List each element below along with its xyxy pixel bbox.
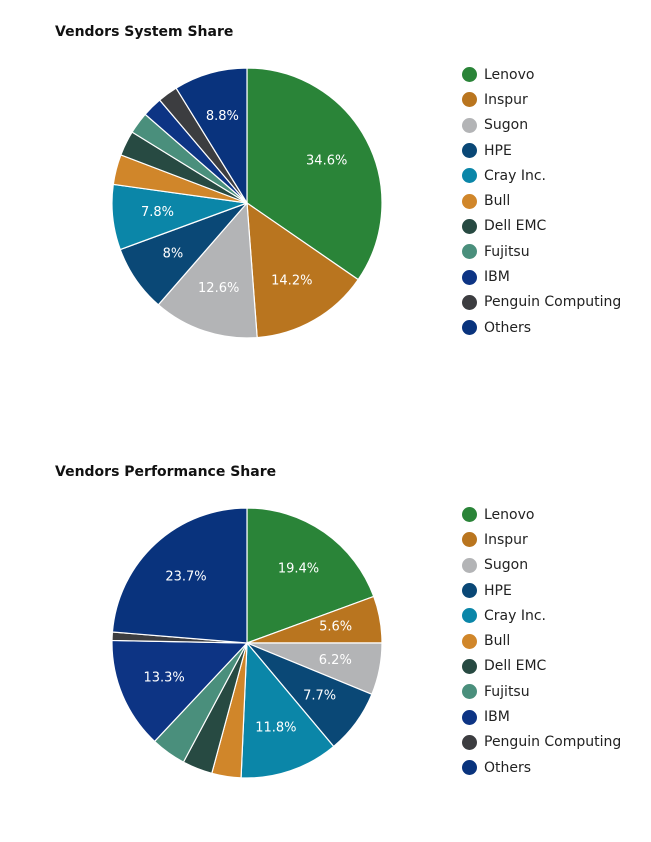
legend-label: Inspur bbox=[484, 91, 528, 108]
legend-swatch bbox=[462, 269, 477, 285]
legend-swatch bbox=[462, 117, 477, 133]
legend-label: Penguin Computing bbox=[484, 294, 622, 311]
legend-item-dell-emc: Dell EMC bbox=[462, 214, 621, 239]
legend-item-ibm: IBM bbox=[462, 264, 621, 289]
legend-label: Inspur bbox=[484, 531, 528, 548]
legend-swatch bbox=[462, 507, 477, 523]
legend-label: Penguin Computing bbox=[484, 734, 622, 751]
legend-swatch bbox=[462, 684, 477, 700]
legend-swatch bbox=[462, 532, 477, 548]
slice-label-others: 23.7% bbox=[165, 569, 206, 584]
legend-item-bull: Bull bbox=[462, 628, 621, 653]
legend-swatch bbox=[462, 193, 477, 209]
legend-swatch bbox=[462, 67, 477, 83]
legend-label: Cray Inc. bbox=[484, 607, 546, 624]
system-share-legend: Lenovo Inspur Sugon HPE Cray Inc. Bull Dell EM… bbox=[462, 62, 621, 340]
legend-label: Fujitsu bbox=[484, 243, 530, 260]
legend-item-lenovo: Lenovo bbox=[462, 62, 621, 87]
legend-label: Fujitsu bbox=[484, 683, 530, 700]
slice-label-cray-inc: 7.8% bbox=[141, 205, 174, 220]
slice-label-sugon: 6.2% bbox=[319, 653, 352, 668]
slice-label-sugon: 12.6% bbox=[198, 281, 239, 296]
legend-label: HPE bbox=[484, 142, 512, 159]
slice-label-hpe: 7.7% bbox=[303, 689, 336, 704]
legend-item-others: Others bbox=[462, 315, 621, 340]
slice-label-inspur: 5.6% bbox=[319, 620, 352, 635]
legend-item-fujitsu: Fujitsu bbox=[462, 679, 621, 704]
legend-label: IBM bbox=[484, 709, 510, 726]
legend-swatch bbox=[462, 734, 477, 750]
slice-label-lenovo: 19.4% bbox=[278, 562, 319, 577]
legend-item-dell-emc: Dell EMC bbox=[462, 654, 621, 679]
legend-item-hpe: HPE bbox=[462, 578, 621, 603]
legend-swatch bbox=[462, 760, 477, 776]
pie-slice-others bbox=[111, 507, 248, 644]
legend-swatch bbox=[462, 244, 477, 260]
legend-label: Others bbox=[484, 759, 532, 776]
legend-swatch bbox=[462, 633, 477, 649]
legend-swatch bbox=[462, 658, 477, 674]
legend-swatch bbox=[462, 92, 477, 108]
legend-item-cray-inc: Cray Inc. bbox=[462, 163, 621, 188]
legend-item-inspur: Inspur bbox=[462, 527, 621, 552]
legend-item-bull: Bull bbox=[462, 188, 621, 213]
legend-item-sugon: Sugon bbox=[462, 553, 621, 578]
system-share-pie: 34.6% 14.2% 12.6% 8% 7.8% 8.8% bbox=[111, 67, 383, 339]
legend-label: IBM bbox=[484, 269, 510, 286]
chart-title: Vendors Performance Share bbox=[55, 464, 277, 480]
legend-label: Dell EMC bbox=[484, 218, 547, 235]
performance-share-pie: 19.4% 5.6% 6.2% 7.7% 11.8% 13.3% 23.7% bbox=[111, 507, 383, 779]
slice-label-inspur: 14.2% bbox=[271, 274, 312, 289]
pie-slice-cray-inc bbox=[240, 641, 335, 779]
legend-label: Dell EMC bbox=[484, 658, 547, 675]
pie-slice-inspur bbox=[246, 201, 360, 339]
chart-title: Vendors System Share bbox=[55, 24, 234, 40]
legend-item-fujitsu: Fujitsu bbox=[462, 239, 621, 264]
pie-slice-lenovo bbox=[246, 507, 375, 644]
pie-slice-others bbox=[175, 67, 248, 206]
legend-label: Bull bbox=[484, 193, 511, 210]
legend-label: Sugon bbox=[484, 117, 529, 134]
legend-item-others: Others bbox=[462, 755, 621, 780]
legend-label: Cray Inc. bbox=[484, 167, 546, 184]
pie-slice-lenovo bbox=[246, 67, 383, 281]
legend-item-ibm: IBM bbox=[462, 704, 621, 729]
legend-label: Lenovo bbox=[484, 66, 535, 83]
legend-swatch bbox=[462, 294, 477, 310]
legend-label: Bull bbox=[484, 633, 511, 650]
performance-share-legend: Lenovo Inspur Sugon HPE Cray Inc. Bull Dell EM… bbox=[462, 502, 621, 780]
legend-item-inspur: Inspur bbox=[462, 87, 621, 112]
legend-swatch bbox=[462, 709, 477, 725]
legend-item-cray-inc: Cray Inc. bbox=[462, 603, 621, 628]
legend-swatch bbox=[462, 320, 477, 336]
legend-swatch bbox=[462, 557, 477, 573]
system-share-chart: Vendors System Share 34.6% 14.2% 12.6% 8% 7.… bbox=[0, 0, 651, 380]
legend-item-penguin-computing: Penguin Computing bbox=[462, 290, 621, 315]
legend-swatch bbox=[462, 218, 477, 234]
pie-slice-ibm bbox=[111, 639, 249, 743]
slice-label-lenovo: 34.6% bbox=[306, 154, 347, 169]
legend-item-hpe: HPE bbox=[462, 138, 621, 163]
legend-item-lenovo: Lenovo bbox=[462, 502, 621, 527]
legend-label: Others bbox=[484, 319, 532, 336]
performance-share-chart: Vendors Performance Share 19.4% 5.6% 6.2% 7… bbox=[0, 440, 651, 820]
slice-label-ibm: 13.3% bbox=[143, 671, 184, 686]
legend-swatch bbox=[462, 608, 477, 624]
legend-swatch bbox=[462, 143, 477, 159]
slice-label-cray-inc: 11.8% bbox=[255, 721, 296, 736]
legend-item-sugon: Sugon bbox=[462, 113, 621, 138]
slice-label-hpe: 8% bbox=[163, 247, 184, 262]
legend-label: Sugon bbox=[484, 557, 529, 574]
slice-label-others: 8.8% bbox=[206, 109, 239, 124]
legend-label: HPE bbox=[484, 582, 512, 599]
pie-slice-sugon bbox=[157, 201, 258, 339]
legend-item-penguin-computing: Penguin Computing bbox=[462, 730, 621, 755]
legend-swatch bbox=[462, 168, 477, 184]
legend-label: Lenovo bbox=[484, 506, 535, 523]
legend-swatch bbox=[462, 583, 477, 599]
